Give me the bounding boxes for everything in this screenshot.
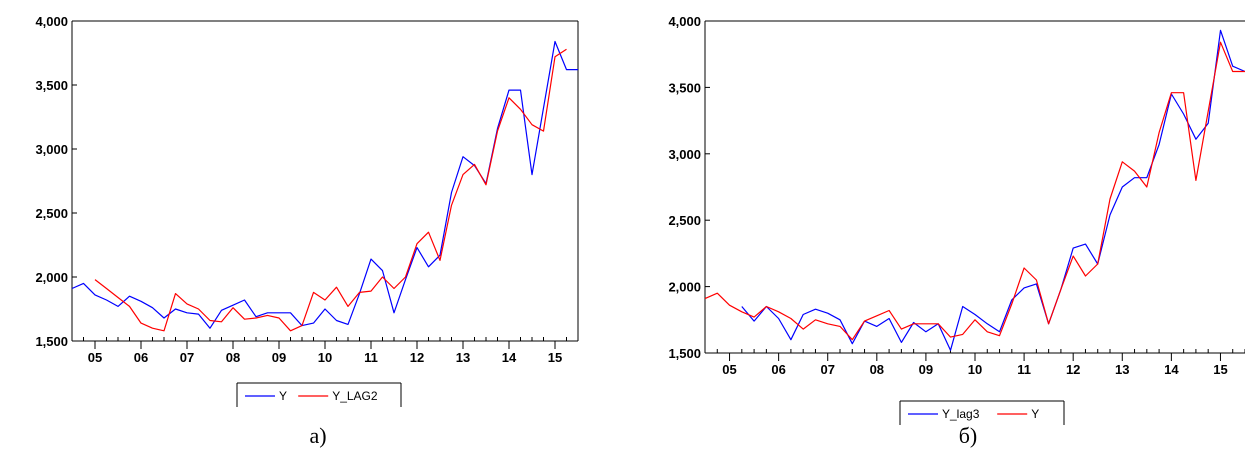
- x-tick-label: 14: [1164, 362, 1179, 377]
- x-tick-label: 08: [226, 350, 240, 365]
- y-tick-label: 1,500: [35, 334, 68, 349]
- y-tick-label: 2,000: [35, 270, 68, 285]
- x-tick-label: 05: [88, 350, 102, 365]
- legend-label: Y: [1031, 407, 1039, 421]
- x-tick-label: 13: [456, 350, 470, 365]
- x-tick-label: 15: [1213, 362, 1227, 377]
- legend-label: Y: [279, 389, 287, 403]
- legend-label: Y_LAG2: [332, 389, 378, 403]
- x-tick-label: 12: [1066, 362, 1080, 377]
- x-tick-label: 06: [134, 350, 148, 365]
- x-tick-label: 12: [410, 350, 424, 365]
- x-tick-label: 07: [180, 350, 194, 365]
- x-tick-label: 15: [548, 350, 562, 365]
- y-tick-label: 3,500: [668, 80, 701, 95]
- y-tick-label: 2,500: [668, 213, 701, 228]
- x-tick-label: 11: [1017, 362, 1031, 377]
- chart-caption: а): [309, 423, 326, 448]
- x-tick-label: 08: [870, 362, 884, 377]
- x-tick-label: 09: [919, 362, 933, 377]
- x-tick-label: 06: [771, 362, 785, 377]
- y-tick-label: 2,500: [35, 206, 68, 221]
- series-line-y-lag2: [94, 48, 567, 332]
- legend-label: Y_lag3: [942, 407, 980, 421]
- chart-a: 1,500 2,000 2,500 3,000 3,500 4,000 05 06 07 08 09…: [35, 14, 579, 448]
- series-line-y: [71, 40, 578, 329]
- series-line-y: [704, 41, 1245, 341]
- y-tick-label: 4,000: [668, 14, 701, 29]
- y-tick-label: 2,000: [668, 280, 701, 295]
- y-tick-label: 3,500: [35, 78, 68, 93]
- x-tick-label: 13: [1115, 362, 1129, 377]
- y-tick-label: 4,000: [35, 14, 68, 29]
- y-tick-label: 3,000: [668, 147, 701, 162]
- x-tick-label: 10: [968, 362, 982, 377]
- series-line-y-lag3: [741, 29, 1245, 351]
- chart-caption: б): [959, 423, 978, 448]
- x-tick-label: 05: [722, 362, 736, 377]
- chart-b: 1,500 2,000 2,500 3,000 3,500 4,000 05 06 07 08 09…: [668, 14, 1245, 448]
- y-tick-label: 1,500: [668, 346, 701, 361]
- x-tick-label: 07: [820, 362, 834, 377]
- y-tick-label: 3,000: [35, 142, 68, 157]
- x-tick-label: 14: [502, 350, 517, 365]
- x-tick-label: 11: [364, 350, 378, 365]
- x-tick-label: 09: [272, 350, 286, 365]
- x-tick-label: 10: [318, 350, 332, 365]
